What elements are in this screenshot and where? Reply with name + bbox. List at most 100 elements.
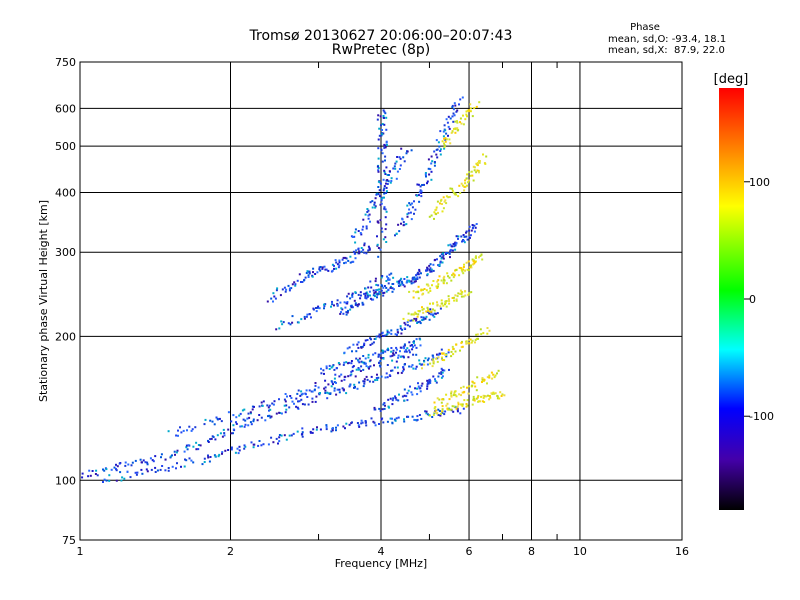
scatter-point [363, 251, 366, 254]
scatter-point [447, 348, 450, 351]
scatter-point [201, 463, 204, 466]
scatter-point [383, 123, 386, 126]
scatter-point [210, 437, 213, 440]
scatter-point [416, 415, 419, 418]
scatter-point [430, 170, 433, 173]
scatter-point [275, 412, 278, 415]
scatter-point [377, 138, 380, 141]
scatter-point [450, 408, 453, 411]
scatter-point [345, 313, 348, 316]
scatter-point [419, 189, 422, 192]
scatter-point [188, 457, 191, 460]
scatter-point [222, 428, 225, 431]
scatter-point [465, 235, 468, 238]
scatter-point [297, 389, 300, 392]
scatter-point [437, 279, 440, 282]
scatter-point [340, 373, 343, 376]
scatter-point [362, 368, 365, 371]
scatter-point [390, 332, 393, 335]
scatter-point [249, 411, 252, 414]
scatter-point [425, 310, 428, 313]
scatter-point [460, 235, 463, 238]
scatter-point [175, 451, 178, 454]
scatter-point [385, 128, 388, 131]
scatter-point [378, 127, 381, 130]
scatter-point [239, 412, 242, 415]
scatter-point [274, 297, 277, 300]
scatter-point [453, 102, 456, 105]
scatter-point [432, 356, 435, 359]
scatter-point [460, 346, 463, 349]
x-tick-label: 8 [528, 545, 535, 558]
scatter-point [387, 398, 390, 401]
scatter-point [443, 137, 446, 140]
scatter-point [460, 292, 463, 295]
scatter-point [411, 313, 414, 316]
scatter-point [437, 285, 439, 288]
scatter-point [371, 342, 374, 345]
scatter-point [360, 250, 363, 253]
scatter-point [452, 348, 455, 351]
scatter-point [375, 335, 378, 338]
scatter-point [479, 400, 482, 403]
scatter-point [428, 264, 431, 267]
scatter-point [392, 276, 395, 279]
scatter-point [399, 157, 402, 160]
scatter-point [418, 387, 421, 390]
scatter-point [243, 425, 246, 428]
scatter-point [406, 150, 409, 153]
scatter-point [360, 233, 363, 236]
scatter-point [432, 269, 435, 272]
scatter-point [474, 385, 477, 388]
scatter-point [359, 297, 362, 300]
scatter-point [314, 382, 317, 384]
scatter-point [447, 115, 450, 118]
scatter-point [333, 304, 335, 307]
scatter-point [489, 396, 492, 399]
phase-info-o: mean, sd,O: -93.4, 18.1 [608, 34, 726, 45]
scatter-point [405, 281, 408, 284]
scatter-point [475, 105, 478, 108]
scatter-point [376, 243, 379, 246]
scatter-point [388, 374, 391, 377]
scatter-point [349, 308, 352, 311]
scatter-point [203, 461, 206, 463]
scatter-point [442, 278, 445, 281]
scatter-point [301, 431, 304, 434]
scatter-point [440, 257, 443, 260]
scatter-point [315, 307, 317, 309]
scatter-point [386, 364, 389, 366]
scatter-point [468, 385, 470, 388]
scatter-point [218, 453, 221, 456]
scatter-point [191, 428, 194, 431]
scatter-point [429, 267, 432, 270]
scatter-point [424, 317, 427, 320]
scatter-point [333, 377, 336, 380]
scatter-point [447, 134, 449, 137]
scatter-point [432, 360, 435, 363]
scatter-point [411, 278, 414, 281]
scatter-point [357, 293, 360, 296]
scatter-point [443, 200, 446, 203]
scatter-point [356, 387, 359, 390]
scatter-point [424, 172, 427, 174]
scatter-point [140, 468, 143, 471]
scatter-point [330, 380, 333, 383]
scatter-point [403, 160, 406, 163]
scatter-point [362, 385, 365, 388]
scatter-point [475, 389, 478, 392]
scatter-point [432, 375, 435, 378]
scatter-point [497, 369, 500, 372]
scatter-point [175, 467, 177, 470]
scatter-point [381, 349, 384, 352]
scatter-point [357, 360, 360, 363]
scatter-point [385, 190, 388, 193]
scatter-point [442, 281, 445, 284]
scatter-point [416, 194, 418, 197]
scatter-point [321, 267, 324, 270]
scatter-point [382, 116, 385, 119]
scatter-point [375, 289, 378, 292]
scatter-point [232, 414, 235, 417]
scatter-point [468, 266, 471, 269]
scatter-point [365, 375, 368, 378]
